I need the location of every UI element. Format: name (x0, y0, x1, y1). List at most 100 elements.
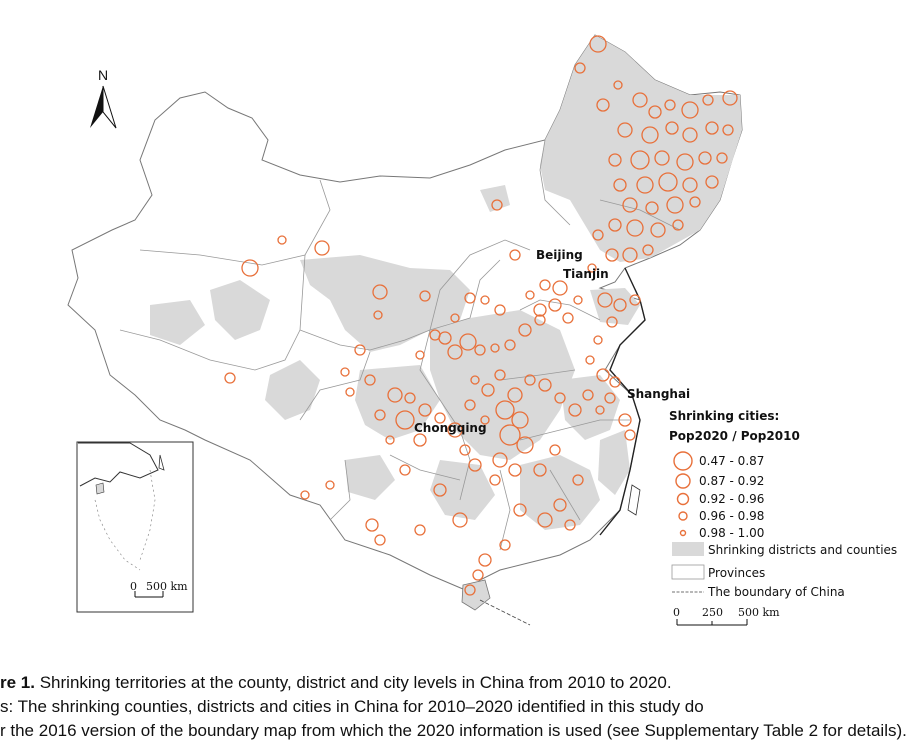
city-label-chongqing: Chongqing (414, 421, 487, 435)
shrinking-city-circle (495, 400, 515, 420)
shrinking-city-circle (702, 94, 714, 106)
shrinking-city-circle (587, 263, 597, 273)
shrinking-city-circle (605, 248, 619, 262)
shrinking-city-circle (672, 219, 684, 231)
legend-class-label: 0.87 - 0.92 (699, 474, 764, 488)
figure-caption-line1: re 1. Shrinking territories at the count… (0, 673, 672, 693)
shrinking-city-circle (489, 474, 501, 486)
shrinking-city-circle (654, 150, 670, 166)
shrinking-city-circle (698, 151, 712, 165)
shrinking-city-circle (604, 392, 616, 404)
shrinking-city-circle (345, 387, 355, 397)
hainan-island (461, 579, 491, 611)
legend: Shrinking cities: Pop2020 / Pop2010 0.47… (669, 409, 897, 626)
shrinking-city-circle (554, 392, 566, 404)
shrinking-city-circle (589, 35, 607, 53)
inset-scale-distance: 500 km (146, 580, 188, 593)
shrinking-city-circle (572, 474, 584, 486)
taiwan-island (627, 484, 641, 516)
shrinking-city-circle (539, 279, 551, 291)
shrinking-city-circle (630, 150, 650, 170)
shrinking-city-circle (681, 101, 699, 119)
shrinking-city-circle (404, 392, 416, 404)
shrinking-city-circle (622, 247, 638, 263)
shrinking-city-circle (622, 197, 638, 213)
north-label: N (98, 67, 108, 83)
shrinking-city-circle (434, 412, 446, 424)
shrinking-city-circle (480, 295, 490, 305)
figure-caption-note: s: The shrinking counties, districts and… (0, 697, 704, 716)
shrinking-city-circle (648, 105, 662, 119)
shrinking-city-circle (564, 519, 576, 531)
legend-class-circle (673, 451, 693, 471)
north-arrow-icon (90, 86, 103, 128)
shrinking-city-circle (478, 553, 492, 567)
shrinking-city-circle (595, 405, 605, 415)
shrinking-city-circle (666, 196, 684, 214)
shrinking-city-circle (549, 444, 561, 456)
shrinking-city-circle (464, 584, 476, 596)
shrinking-city-circle (415, 350, 425, 360)
shrinking-city-circle (499, 539, 511, 551)
shrinking-city-circle (642, 244, 654, 256)
shrinking-city-circle (518, 323, 532, 337)
shrinking-city-circle (325, 480, 335, 490)
shrinking-city-circle (452, 512, 468, 528)
shrinking-city-circle (372, 284, 388, 300)
shrinking-city-circle (608, 218, 622, 232)
shrinking-city-circle (491, 199, 503, 211)
shrinking-city-circle (450, 313, 460, 323)
legend-class-label: 0.98 - 1.00 (699, 526, 764, 540)
shrinking-city-circle (641, 126, 659, 144)
south-china-sea-boundary (479, 599, 531, 626)
scale-mid: 250 (702, 606, 723, 619)
shrinking-city-circle (511, 411, 529, 429)
shrinking-city-circle (553, 498, 567, 512)
shrinking-city-circle (504, 339, 516, 351)
city-label-beijing: Beijing (536, 248, 583, 262)
shrinking-city-circle (596, 368, 610, 382)
shrinking-city-circle (490, 343, 500, 353)
legend-title-line2: Pop2020 / Pop2010 (669, 429, 800, 443)
shrinking-city-circle (658, 172, 678, 192)
shrinking-city-circle (374, 409, 386, 421)
inset-scale-zero: 0 (130, 580, 137, 593)
legend-class-circle (679, 529, 687, 537)
shrinking-city-circle (593, 335, 603, 345)
north-arrow: N (90, 67, 117, 129)
shrinking-city-circle (606, 316, 618, 328)
city-label-tianjin: Tianjin (563, 267, 609, 281)
shrinking-city-circle (419, 290, 431, 302)
shrinking-city-circle (459, 444, 471, 456)
figure-caption-note-cont: r the 2016 version of the boundary map f… (0, 721, 907, 740)
shrinking-city-circle (516, 436, 534, 454)
shrinking-city-circle (548, 298, 562, 312)
shrinking-city-circle (722, 90, 738, 106)
shrinking-city-circle (481, 383, 495, 397)
shrinking-city-circle (464, 292, 476, 304)
shrinking-city-circle (494, 304, 506, 316)
shrinking-city-circle (499, 424, 521, 446)
legend-class-circle (678, 511, 688, 521)
shrinking-city-circle (524, 374, 536, 386)
shrinking-city-circle (300, 490, 310, 500)
province-boundaries (119, 139, 681, 551)
shrinking-city-circle (418, 403, 432, 417)
shrinking-city-circle (447, 422, 463, 438)
legend-classes: 0.47 - 0.87 0.87 - 0.92 0.92 - 0.96 0.96 - … (673, 451, 764, 540)
shrinking-city-circle (429, 329, 441, 341)
figure-caption-label: re 1. (0, 673, 35, 692)
inset-map: 0 500 km (76, 441, 194, 613)
shrinking-city-circle (399, 464, 411, 476)
shrinking-city-circle (507, 387, 523, 403)
coastline (599, 267, 646, 536)
shrinking-city-circle (676, 153, 694, 171)
shrinking-city-circle (365, 518, 379, 532)
shrinking-city-circle (608, 153, 622, 167)
shrinking-city-circle (373, 310, 383, 320)
scale-zero: 0 (673, 606, 680, 619)
shrinking-city-circle (613, 80, 623, 90)
shrinking-city-circle (574, 62, 586, 74)
shrinking-city-circle (385, 435, 395, 445)
shrinking-city-circle (387, 387, 403, 403)
